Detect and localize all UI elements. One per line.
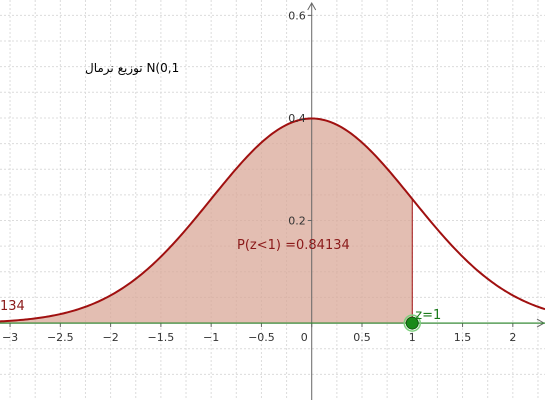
- x-tick-label: −2: [102, 331, 118, 344]
- x-tick-label: 0: [301, 331, 308, 344]
- x-tick-label: 2: [509, 331, 516, 344]
- x-tick-label: −1.5: [148, 331, 175, 344]
- chart-title: توزيع نرمال N(0,1: [85, 61, 179, 76]
- y-tick-label: 0.4: [288, 112, 306, 125]
- y-tick-label: 0.2: [288, 215, 306, 228]
- y-axis-arrow: [307, 1, 317, 11]
- x-tick-label: −3: [2, 331, 18, 344]
- left-edge-value-text: 134: [0, 299, 25, 314]
- x-tick-label: −1: [203, 331, 219, 344]
- probability-label: P(z<1) =0.84134: [237, 238, 350, 253]
- shaded-probability-area: [0, 118, 413, 324]
- y-tick-label: 0.6: [288, 9, 306, 22]
- x-tick-label: 0.5: [353, 331, 371, 344]
- x-tick-label: −2.5: [47, 331, 74, 344]
- x-tick-label: 1: [409, 331, 416, 344]
- normal-curve: [0, 117, 545, 323]
- z-point-marker[interactable]: [405, 316, 419, 330]
- tick-labels: −3 −2.5 −2 −1.5 −1 −0.5 0 0.5 1 1.5 2 0.2 0.4 0.6: [2, 9, 516, 344]
- x-tick-label: 1.5: [454, 331, 472, 344]
- z-point-ring: [403, 314, 422, 332]
- x-tick-label: −0.5: [248, 331, 275, 344]
- z-point-label: z=1: [415, 308, 441, 323]
